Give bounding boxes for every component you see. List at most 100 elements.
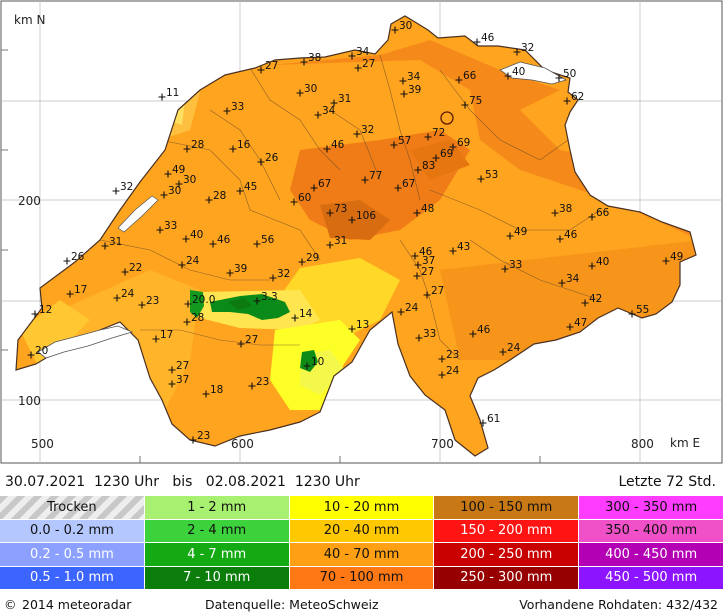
legend-item: 40 - 70 mm xyxy=(289,543,435,567)
footer: © 2014 meteoradar Datenquelle: MeteoSchw… xyxy=(0,594,724,615)
station-cross xyxy=(563,97,571,105)
copyright-icon: © xyxy=(4,597,17,612)
canton-borders xyxy=(99,54,601,361)
station-cross xyxy=(555,74,563,82)
station-cross xyxy=(326,209,334,217)
station-value: 23 xyxy=(146,295,159,307)
station-cross xyxy=(257,158,265,166)
copyright-text: 2014 meteoradar xyxy=(22,597,132,612)
station-cross xyxy=(414,166,422,174)
station-cross xyxy=(253,240,261,248)
x-tick-800: 800 xyxy=(631,437,654,451)
station-value: 37 xyxy=(176,374,189,386)
station-value: 18 xyxy=(210,384,223,396)
station-value: 27 xyxy=(265,60,278,72)
station-cross xyxy=(397,308,405,316)
station-value: 34 xyxy=(322,105,336,117)
station-value: 40 xyxy=(190,229,203,241)
station-value: 37 xyxy=(422,255,435,267)
station-cross xyxy=(290,198,298,206)
station-value: 28 xyxy=(191,139,204,151)
station-cross xyxy=(189,436,197,444)
station-cross xyxy=(298,258,306,266)
station-value: 39 xyxy=(408,84,421,96)
station-value: 28 xyxy=(213,190,226,202)
station-value: 66 xyxy=(463,70,477,82)
station-cross xyxy=(415,334,423,342)
station-cross xyxy=(348,325,356,333)
precipitation-legend: Trocken 1 - 2 mm 10 - 20 mm 100 - 150 mm 300… xyxy=(0,496,724,590)
station-value: 20 xyxy=(35,345,48,357)
station-cross xyxy=(164,170,172,178)
station-value: 27 xyxy=(431,285,444,297)
station-value: 23 xyxy=(197,430,210,442)
station-value: 57 xyxy=(398,135,411,147)
station-cross xyxy=(438,371,446,379)
station-cross xyxy=(323,145,331,153)
station-value: 26 xyxy=(71,251,85,263)
station-cross xyxy=(348,216,356,224)
station-value: 24 xyxy=(446,365,460,377)
station-value: 31 xyxy=(338,93,351,105)
station-value: 17 xyxy=(160,329,173,341)
station-cross xyxy=(499,348,507,356)
station-cross xyxy=(662,257,670,265)
station-cross xyxy=(361,176,369,184)
station-value: 12 xyxy=(39,304,52,316)
station-cross xyxy=(504,72,512,80)
station-cross xyxy=(248,382,256,390)
station-value: 27 xyxy=(176,360,189,372)
station-cross xyxy=(473,38,481,46)
station-value: 34 xyxy=(566,273,580,285)
station-cross xyxy=(101,242,109,250)
station-cross xyxy=(455,76,463,84)
station-cross xyxy=(31,310,39,318)
station-value: 20.0 xyxy=(192,294,215,306)
precipitation-map: km N km E 200 100 500 600 700 800 30 46 32… xyxy=(0,0,723,464)
station-cross xyxy=(182,235,190,243)
legend-item: 4 - 7 mm xyxy=(144,543,290,567)
station-cross xyxy=(461,101,469,109)
station-cross xyxy=(588,213,596,221)
station-value: 55 xyxy=(636,304,649,316)
station-value: 26 xyxy=(265,152,279,164)
station-cross xyxy=(303,362,311,370)
station-value: 43 xyxy=(457,241,470,253)
station-value: 30 xyxy=(168,185,181,197)
station-cross xyxy=(27,351,35,359)
station-cross xyxy=(432,154,440,162)
y-tick-200: 200 xyxy=(18,194,41,208)
period-window: Letzte 72 Std. xyxy=(618,474,716,490)
station-value: 17 xyxy=(74,284,87,296)
station-value: 23 xyxy=(446,349,459,361)
station-value: 14 xyxy=(299,308,313,320)
station-value: 46 xyxy=(419,246,433,258)
station-value: 23 xyxy=(256,376,269,388)
axis-ticks xyxy=(1,49,541,463)
station-value: 33 xyxy=(423,328,436,340)
station-cross xyxy=(479,419,487,427)
station-cross xyxy=(399,77,407,85)
station-value: 61 xyxy=(487,413,500,425)
legend-item: 200 - 250 mm xyxy=(434,543,580,567)
station-cross xyxy=(348,52,356,60)
station-cross xyxy=(66,290,74,298)
station-cross xyxy=(183,145,191,153)
legend-item: 7 - 10 mm xyxy=(144,566,290,590)
legend-item: 350 - 400 mm xyxy=(579,519,724,543)
station-cross xyxy=(414,261,422,269)
station-value: 11 xyxy=(166,87,179,99)
station-value: 49 xyxy=(172,164,185,176)
station-cross xyxy=(226,269,234,277)
station-cross xyxy=(394,184,402,192)
legend-item: 250 - 300 mm xyxy=(434,566,580,590)
x-axis-unit: km E xyxy=(670,436,700,450)
station-value: 67 xyxy=(318,178,331,190)
station-value: 32 xyxy=(277,268,290,280)
station-value: 46 xyxy=(477,324,491,336)
station-cross xyxy=(168,380,176,388)
station-cross xyxy=(229,145,237,153)
station-cross xyxy=(138,301,146,309)
station-value: 53 xyxy=(485,169,498,181)
station-cross xyxy=(400,90,408,98)
